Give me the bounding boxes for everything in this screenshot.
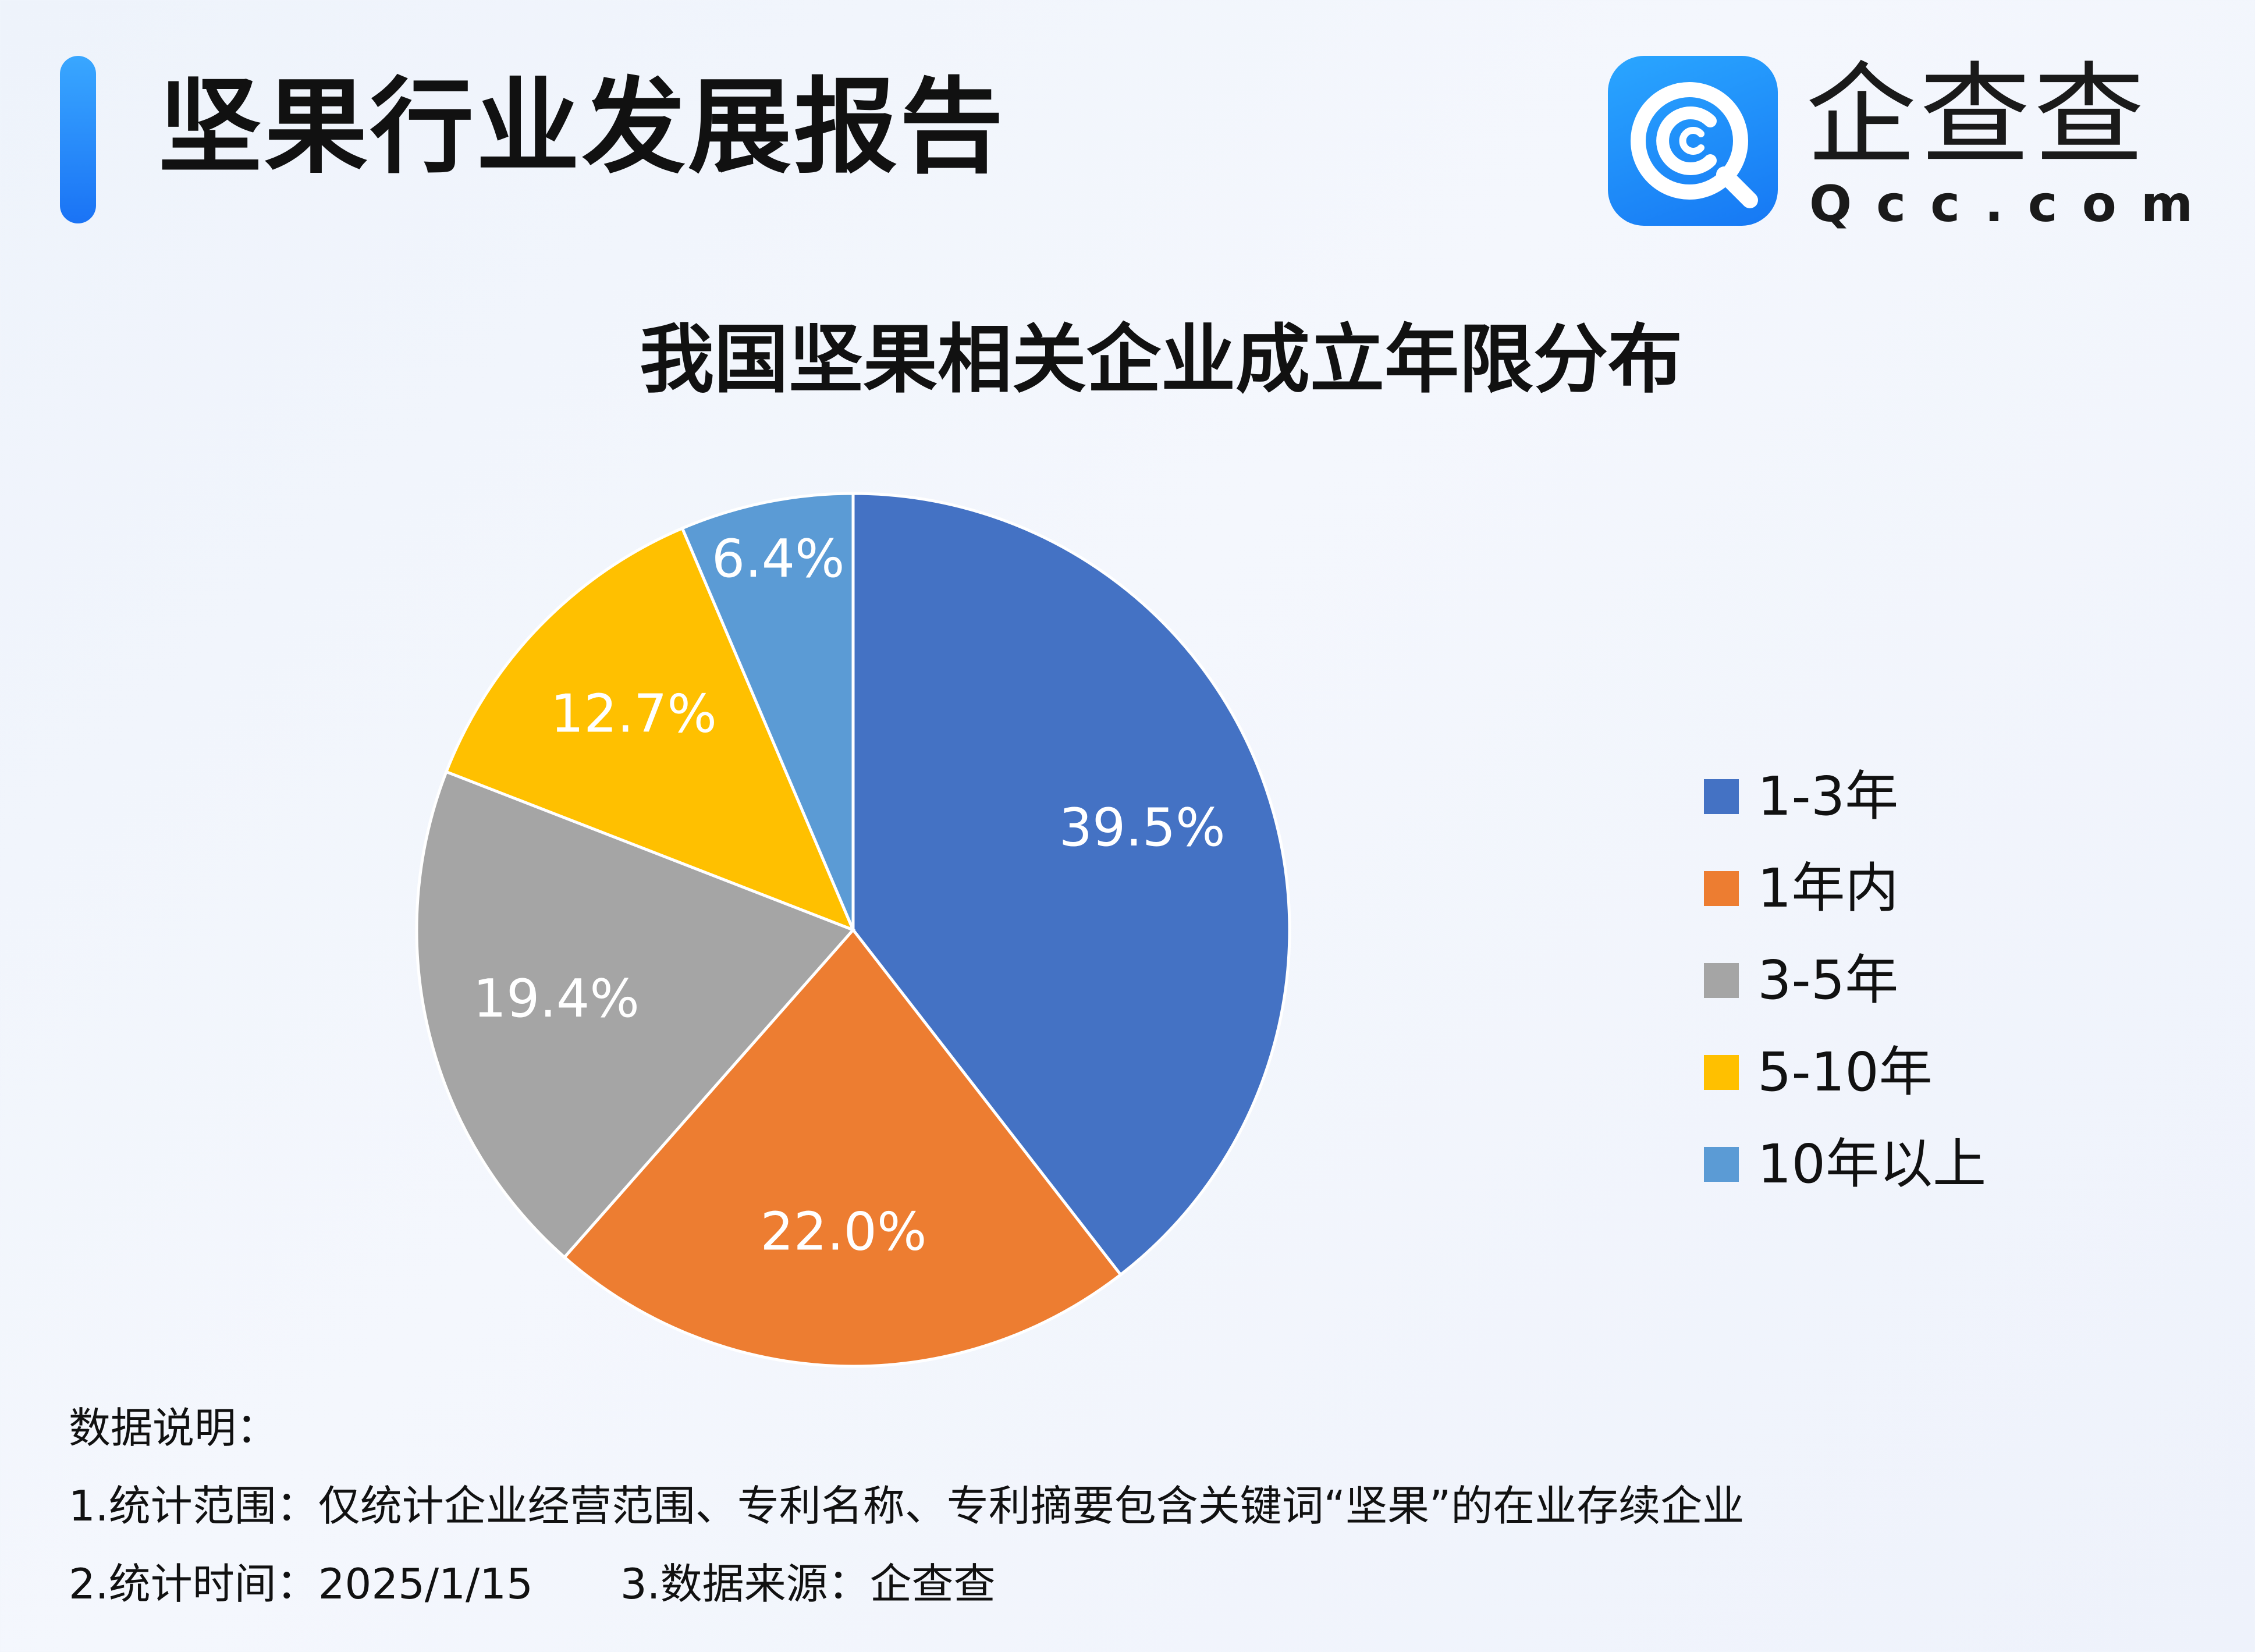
logo-name: 企查查 [1806, 51, 2149, 180]
legend-label-0: 1-3年 [1757, 765, 1899, 827]
header-accent-bar [60, 56, 96, 223]
chart-title: 我国坚果相关企业成立年限分布 [639, 317, 1682, 403]
chart-legend: 1-3年 1年内 3-5年 5-10年 10年以上 [1704, 751, 1986, 1210]
legend-item-2: 3-5年 [1704, 935, 1986, 1026]
chart-title-wrap: 我国坚果相关企业成立年限分布 [0, 323, 2255, 397]
pie-slice-4 [680, 492, 855, 930]
pie-label-1: 22.0% [761, 1202, 927, 1263]
notes-scope: 1.统计范围：仅统计企业经营范围、专利名称、专利摘要包含关键词“坚果”的在业存续… [69, 1482, 1745, 1530]
legend-swatch-4 [1704, 1147, 1739, 1182]
notes-heading: 数据说明： [69, 1404, 279, 1452]
pie-slice-1 [562, 928, 1123, 1368]
logo-domain: Qcc.com [1809, 175, 2218, 233]
pie-slice-3 [444, 526, 856, 933]
pie-slice-2 [415, 770, 856, 1260]
legend-label-3: 5-10年 [1757, 1041, 1933, 1103]
qcc-logo: 企查查 Qcc.com [1608, 51, 2219, 233]
legend-swatch-2 [1704, 963, 1739, 998]
data-notes: 数据说明： 1.统计范围：仅统计企业经营范围、专利名称、专利摘要包含关键词“坚果… [69, 1407, 1744, 1641]
legend-label-2: 3-5年 [1757, 949, 1899, 1011]
legend-item-0: 1-3年 [1704, 751, 1986, 843]
legend-swatch-1 [1704, 871, 1739, 906]
pie-label-4: 6.4% [712, 528, 845, 589]
pie-label-0: 39.5% [1059, 797, 1226, 858]
notes-time-source: 2.统计时间：2025/1/15 3.数据来源：企查查 [69, 1563, 1744, 1641]
legend-item-4: 10年以上 [1704, 1118, 1986, 1210]
legend-item-3: 5-10年 [1704, 1026, 1986, 1118]
pie-label-2: 19.4% [473, 968, 640, 1029]
pie-label-3: 12.7% [551, 684, 717, 745]
report-title: 坚果行业发展报告 [158, 67, 1006, 187]
legend-swatch-0 [1704, 779, 1739, 814]
qcc-logo-glyph-icon [1631, 82, 1758, 208]
legend-swatch-3 [1704, 1055, 1739, 1090]
legend-label-1: 1年内 [1757, 857, 1899, 919]
pie-slice-0 [851, 492, 1291, 1277]
notes-time: 2.统计时间：2025/1/15 [69, 1559, 533, 1608]
qcc-logo-icon [1608, 56, 1778, 226]
legend-item-1: 1年内 [1704, 843, 1986, 935]
notes-source: 3.数据来源：企查查 [620, 1559, 996, 1608]
legend-label-4: 10年以上 [1757, 1133, 1987, 1195]
